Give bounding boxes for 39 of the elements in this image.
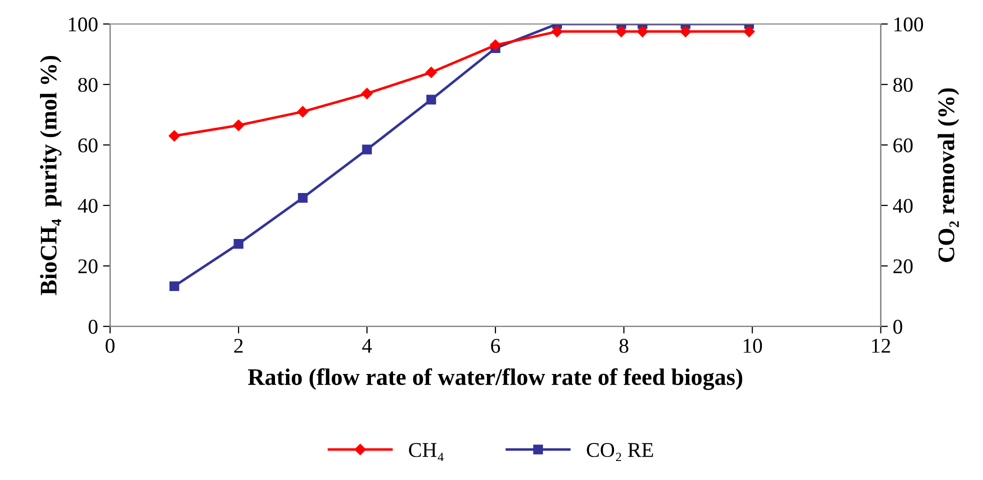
y2-axis-title: CO₂ removal (%) [938,88,960,262]
y2-tick-label: 100 [894,17,924,32]
point [490,40,502,51]
y-tick-label: 20 [78,259,98,274]
x-axis-title: Ratio (flow rate of water/flow rate of feed biogas) [248,368,742,390]
y-tick-label: 100 [68,17,98,32]
point [232,120,244,131]
point [297,106,308,118]
point [426,66,437,78]
point [616,26,627,38]
x-tick-label: 6 [491,338,500,353]
legend-label: CH₄ [408,443,444,462]
y2-tick-label: 60 [893,138,913,152]
y-axis-title: BioCH₄ purity (mol %) [40,56,62,296]
y-tick-label: 60 [78,138,98,152]
x-tick-label: 10 [744,338,762,353]
y2-tick-label: 80 [893,78,913,92]
x-tick-label: 2 [234,338,243,353]
y2-tick-label: 40 [892,198,913,213]
point [168,130,180,142]
y-tick-label: 40 [78,198,98,213]
point [234,238,244,249]
point [361,88,373,100]
point [169,281,180,292]
x-tick-label: 12 [872,338,890,353]
point [680,26,692,38]
y-tick-label: 0 [88,320,98,334]
point [298,193,308,203]
y-tick-label: 80 [78,78,98,92]
x-tick-label: 8 [619,338,628,353]
x-tick-label: 4 [362,338,372,353]
y2-tick-label: 20 [893,259,913,274]
point [362,144,372,154]
point [551,26,563,38]
y2-tick-label: 0 [893,320,902,334]
point [636,26,648,38]
point [744,26,755,38]
x-tick-label: 0 [106,338,115,353]
legend-label: CO₂ RE [586,443,653,462]
